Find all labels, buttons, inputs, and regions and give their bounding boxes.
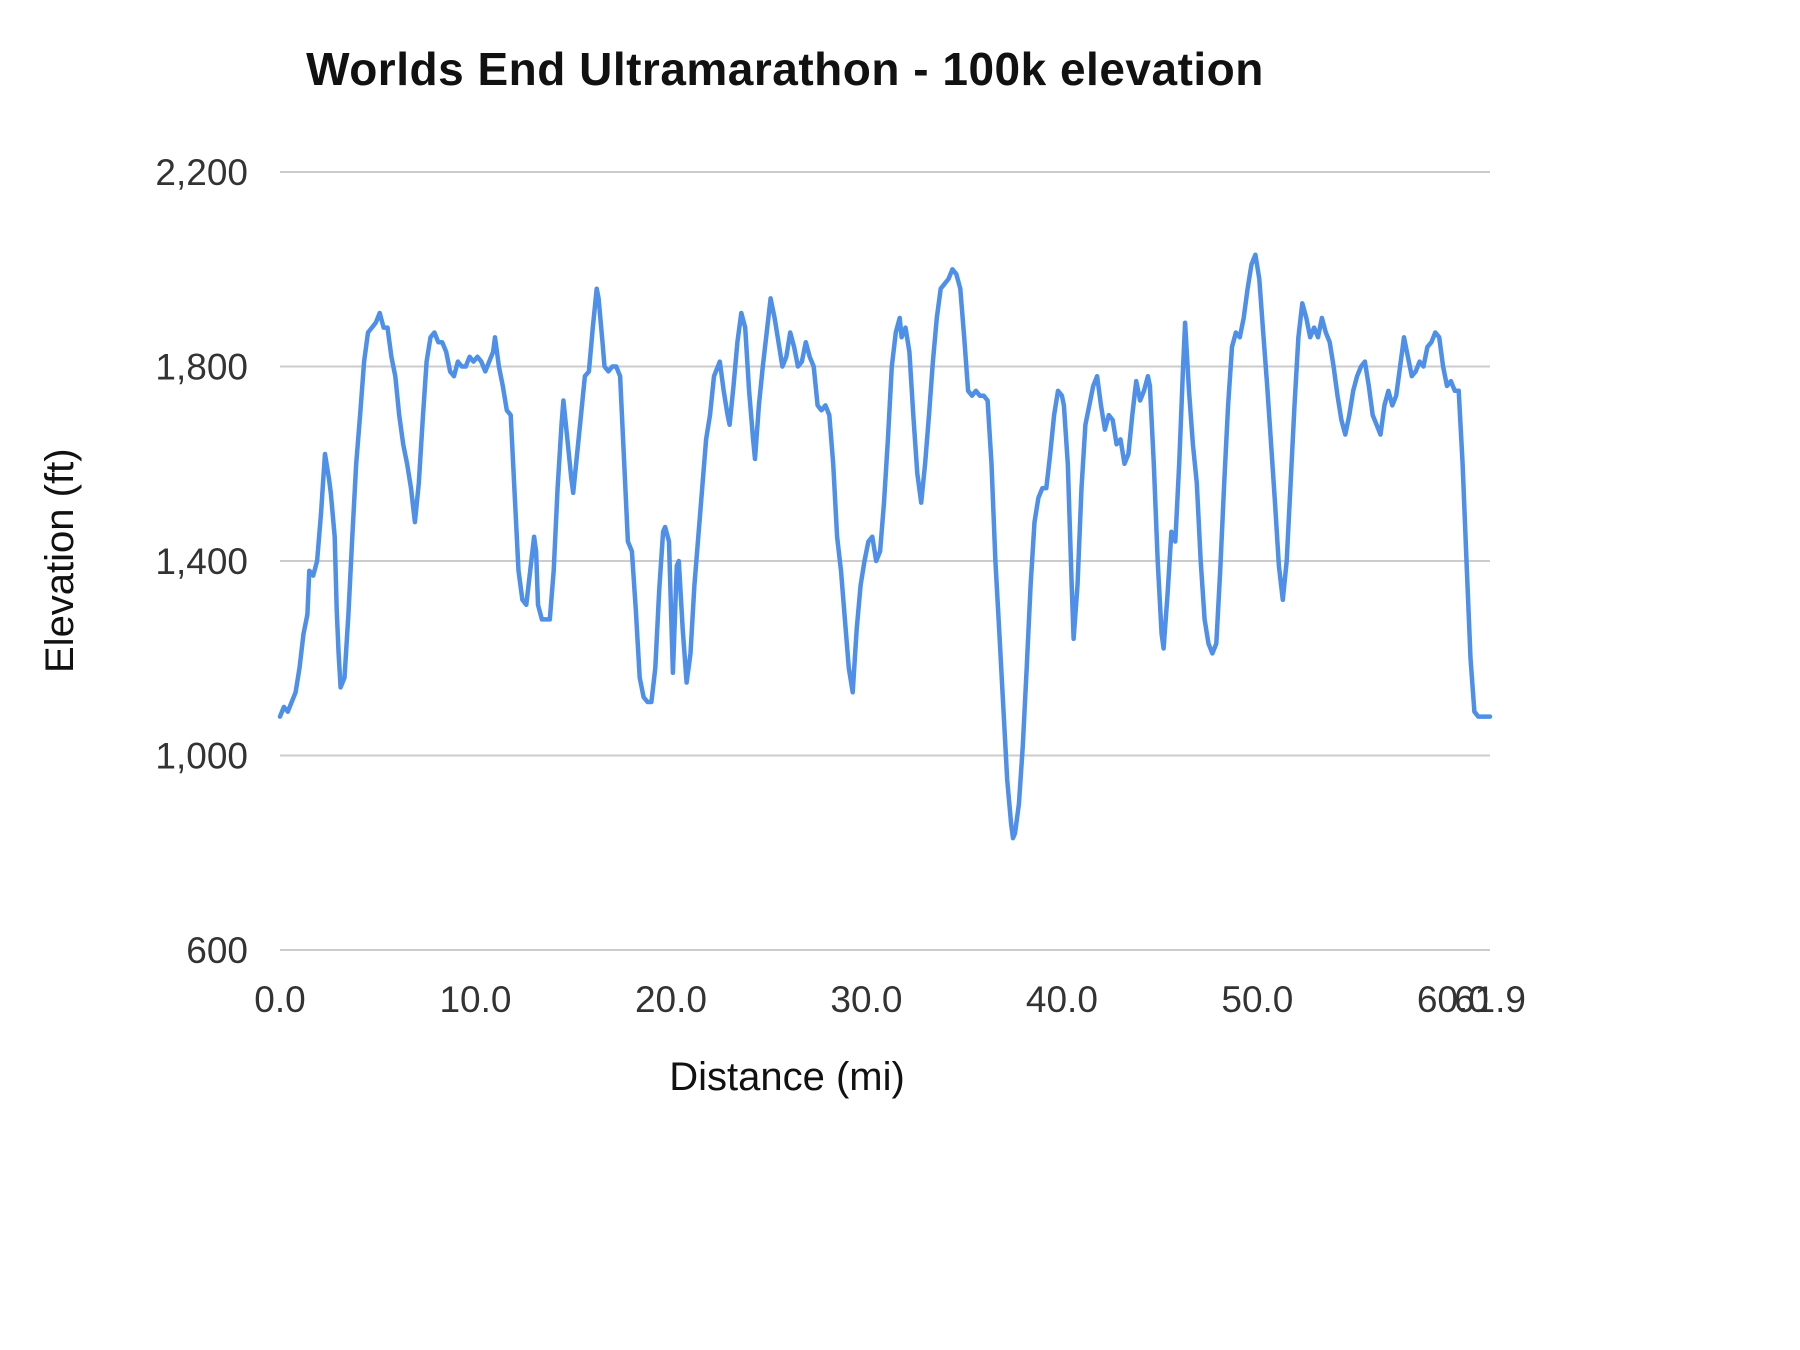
x-tick-label: 20.0 [635, 979, 707, 1020]
x-tick-label: 30.0 [830, 979, 902, 1020]
x-tick-label: 60.0 [1417, 979, 1489, 1020]
elevation-series-line [277, 252, 1493, 841]
x-tick-label: 10.0 [439, 979, 511, 1020]
y-tick-label: 1,400 [155, 541, 248, 582]
x-tick-label: 61.9 [1454, 979, 1526, 1020]
y-tick-label: 600 [186, 930, 248, 971]
chart-title: Worlds End Ultramarathon - 100k elevatio… [306, 43, 1264, 95]
y-tick-label: 1,000 [155, 736, 248, 777]
x-tick-label: 50.0 [1221, 979, 1293, 1020]
y-tick-label: 2,200 [155, 152, 248, 193]
x-tick-label: 0.0 [254, 979, 305, 1020]
x-tick-label: 40.0 [1026, 979, 1098, 1020]
y-tick-label: 1,800 [155, 347, 248, 388]
x-axis-title: Distance (mi) [669, 1055, 905, 1099]
